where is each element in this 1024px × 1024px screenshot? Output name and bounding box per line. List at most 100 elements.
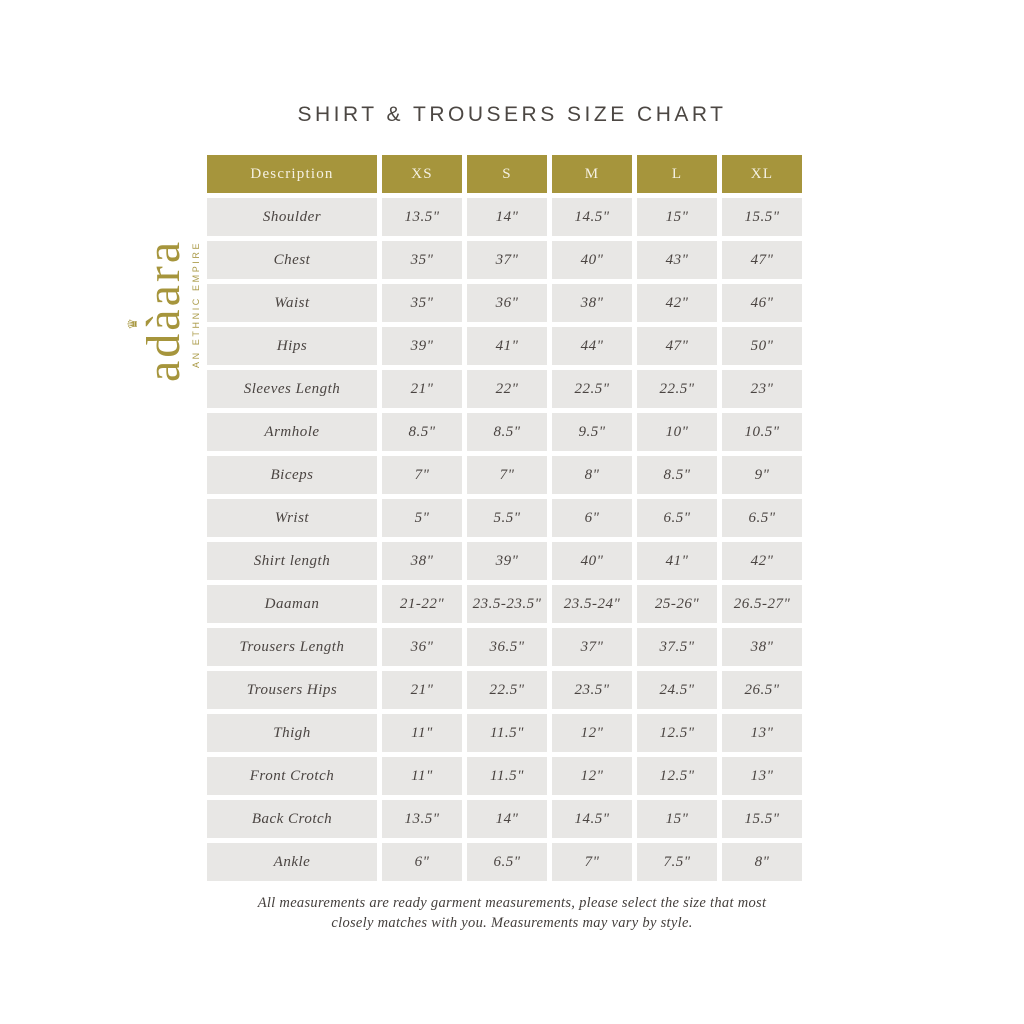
value-cell: 42" — [637, 284, 717, 322]
value-cell: 42" — [722, 542, 802, 580]
value-cell: 35" — [382, 241, 462, 279]
value-cell: 11.5" — [467, 757, 547, 795]
footer-note-line2: closely matches with you. Measurements m… — [331, 915, 693, 932]
value-cell: 23.5-23.5" — [467, 585, 547, 623]
value-cell: 6.5" — [637, 499, 717, 537]
value-cell: 37" — [552, 628, 632, 666]
value-cell: 9" — [722, 456, 802, 494]
value-cell: 10" — [637, 413, 717, 451]
value-cell: 36.5" — [467, 628, 547, 666]
value-cell: 5" — [382, 499, 462, 537]
value-cell: 6.5" — [722, 499, 802, 537]
row-label-cell: Shirt length — [207, 542, 377, 580]
row-label-cell: Back Crotch — [207, 800, 377, 838]
value-cell: 11" — [382, 714, 462, 752]
value-cell: 8" — [552, 456, 632, 494]
value-cell: 46" — [722, 284, 802, 322]
value-cell: 39" — [467, 542, 547, 580]
row-label-cell: Armhole — [207, 413, 377, 451]
size-chart-table: Description XS S M L XL Shoulder 13.5" 14" 14.5" 1… — [207, 155, 802, 881]
value-cell: 36" — [382, 628, 462, 666]
value-cell: 23.5" — [552, 671, 632, 709]
value-cell: 8.5" — [382, 413, 462, 451]
value-cell: 11" — [382, 757, 462, 795]
value-cell: 13.5" — [382, 800, 462, 838]
value-cell: 13" — [722, 757, 802, 795]
value-cell: 12" — [552, 757, 632, 795]
footer-note: All measurements are ready garment measu… — [0, 893, 1024, 934]
value-cell: 26.5-27" — [722, 585, 802, 623]
row-label-cell: Thigh — [207, 714, 377, 752]
row-label-cell: Sleeves Length — [207, 370, 377, 408]
row-label-cell: Front Crotch — [207, 757, 377, 795]
crown-icon: ♛ — [124, 315, 140, 330]
value-cell: 44" — [552, 327, 632, 365]
value-cell: 26.5" — [722, 671, 802, 709]
brand-text-accent: à — [136, 306, 190, 331]
value-cell: 23" — [722, 370, 802, 408]
row-label-cell: Ankle — [207, 843, 377, 881]
value-cell: 35" — [382, 284, 462, 322]
value-cell: 15" — [637, 198, 717, 236]
value-cell: 41" — [637, 542, 717, 580]
value-cell: 12" — [552, 714, 632, 752]
row-label-cell: Biceps — [207, 456, 377, 494]
brand-text-suffix: ara — [136, 238, 190, 307]
value-cell: 38" — [382, 542, 462, 580]
value-cell: 10.5" — [722, 413, 802, 451]
value-cell: 14" — [467, 800, 547, 838]
value-cell: 22" — [467, 370, 547, 408]
value-cell: 22.5" — [552, 370, 632, 408]
value-cell: 6" — [552, 499, 632, 537]
value-cell: 8.5" — [637, 456, 717, 494]
value-cell: 15.5" — [722, 198, 802, 236]
value-cell: 21" — [382, 671, 462, 709]
value-cell: 22.5" — [467, 671, 547, 709]
value-cell: 12.5" — [637, 714, 717, 752]
value-cell: 40" — [552, 542, 632, 580]
value-cell: 13" — [722, 714, 802, 752]
value-cell: 39" — [382, 327, 462, 365]
value-cell: 12.5" — [637, 757, 717, 795]
value-cell: 7" — [467, 456, 547, 494]
value-cell: 6" — [382, 843, 462, 881]
row-label-cell: Shoulder — [207, 198, 377, 236]
value-cell: 11.5" — [467, 714, 547, 752]
value-cell: 47" — [637, 327, 717, 365]
brand-wordmark: adà ♛ ara — [125, 238, 190, 382]
value-cell: 24.5" — [637, 671, 717, 709]
value-cell: 47" — [722, 241, 802, 279]
header-cell-size: XS — [382, 155, 462, 193]
value-cell: 9.5" — [552, 413, 632, 451]
value-cell: 41" — [467, 327, 547, 365]
value-cell: 14" — [467, 198, 547, 236]
value-cell: 15" — [637, 800, 717, 838]
value-cell: 5.5" — [467, 499, 547, 537]
row-label-cell: Waist — [207, 284, 377, 322]
footer-note-line1: All measurements are ready garment measu… — [257, 895, 767, 911]
row-label-cell: Trousers Hips — [207, 671, 377, 709]
value-cell: 38" — [552, 284, 632, 322]
value-cell: 50" — [722, 327, 802, 365]
header-cell-size: L — [637, 155, 717, 193]
value-cell: 38" — [722, 628, 802, 666]
header-cell-size: S — [467, 155, 547, 193]
value-cell: 43" — [637, 241, 717, 279]
value-cell: 15.5" — [722, 800, 802, 838]
header-cell-size: M — [552, 155, 632, 193]
row-label-cell: Chest — [207, 241, 377, 279]
value-cell: 7" — [552, 843, 632, 881]
value-cell: 21" — [382, 370, 462, 408]
value-cell: 14.5" — [552, 198, 632, 236]
row-label-cell: Hips — [207, 327, 377, 365]
value-cell: 22.5" — [637, 370, 717, 408]
header-cell-size: XL — [722, 155, 802, 193]
row-label-cell: Daaman — [207, 585, 377, 623]
brand-logo: adà ♛ ara AN ETHNIC EMPIRE — [125, 172, 205, 382]
value-cell: 37" — [467, 241, 547, 279]
value-cell: 8.5" — [467, 413, 547, 451]
value-cell: 13.5" — [382, 198, 462, 236]
brand-accented-letter: à ♛ — [125, 306, 190, 331]
value-cell: 37.5" — [637, 628, 717, 666]
value-cell: 40" — [552, 241, 632, 279]
